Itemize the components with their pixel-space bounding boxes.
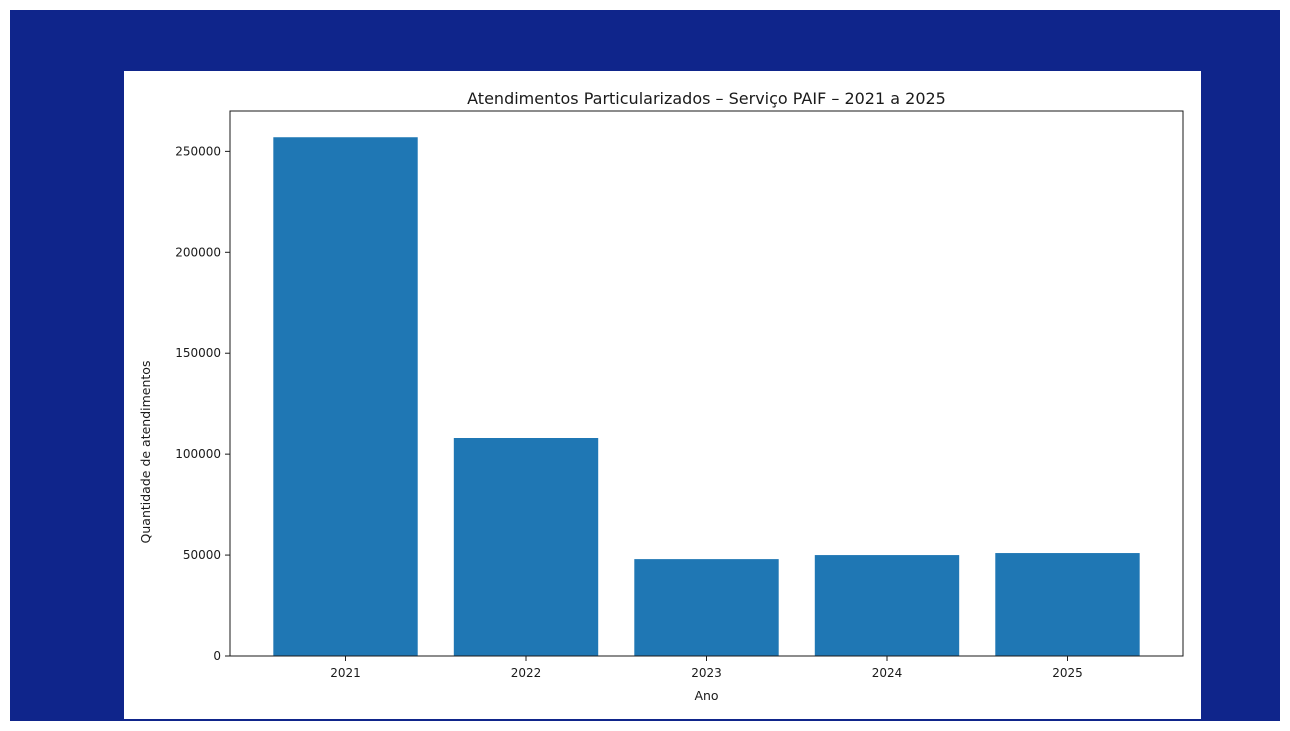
plot-frame bbox=[229, 110, 1184, 657]
bar-2024 bbox=[814, 555, 960, 656]
bars-group bbox=[273, 137, 1140, 657]
x-tick-label: 2025 bbox=[1052, 666, 1083, 680]
x-axis-label: Ano bbox=[694, 688, 718, 703]
y-tick-label: 250000 bbox=[175, 144, 221, 158]
x-axis-ticks: 2021 2022 2023 2024 2025 bbox=[330, 656, 1083, 680]
x-tick-label: 2021 bbox=[330, 666, 361, 680]
bar-2021 bbox=[273, 137, 418, 657]
y-tick-label: 0 bbox=[213, 649, 221, 663]
bar-2022 bbox=[453, 438, 599, 656]
x-tick-label: 2023 bbox=[691, 666, 722, 680]
y-tick-label: 150000 bbox=[175, 346, 221, 360]
x-tick-label: 2022 bbox=[511, 666, 542, 680]
chart-card: Atendimentos Particularizados – Serviço … bbox=[124, 71, 1201, 719]
y-axis-ticks: 0 50000 100000 150000 200000 250000 bbox=[175, 144, 230, 663]
bar-2023 bbox=[634, 559, 779, 656]
bar-2025 bbox=[995, 553, 1140, 656]
chart-title: Atendimentos Particularizados – Serviço … bbox=[467, 89, 946, 108]
y-tick-label: 100000 bbox=[175, 447, 221, 461]
x-tick-label: 2024 bbox=[872, 666, 903, 680]
y-tick-label: 200000 bbox=[175, 245, 221, 259]
bar-chart: Atendimentos Particularizados – Serviço … bbox=[138, 89, 1184, 703]
y-tick-label: 50000 bbox=[183, 548, 221, 562]
y-axis-label: Quantidade de atendimentos bbox=[138, 361, 153, 544]
